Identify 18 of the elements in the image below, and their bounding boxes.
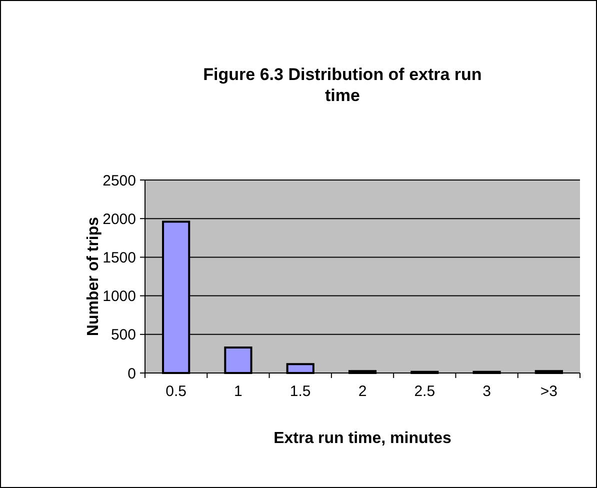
x-axis-title: Extra run time, minutes bbox=[274, 430, 452, 447]
x-tick-label: 1 bbox=[234, 383, 242, 400]
chart-title: Figure 6.3 Distribution of extra run time bbox=[203, 65, 482, 105]
y-tick-label: 0 bbox=[128, 365, 136, 382]
y-tick-label: 1000 bbox=[102, 288, 136, 306]
x-tick-label: 0.5 bbox=[166, 383, 186, 400]
bar bbox=[286, 363, 314, 374]
y-tick-label: 2000 bbox=[102, 210, 136, 228]
y-tick-label: 500 bbox=[110, 326, 136, 344]
y-axis-title: Number of trips bbox=[85, 216, 102, 336]
x-tick-label: 1.5 bbox=[290, 383, 311, 400]
y-tick-label: 1500 bbox=[102, 249, 136, 266]
bar bbox=[224, 346, 252, 374]
x-tick-label: 2.5 bbox=[414, 383, 436, 400]
x-tick-label: 2 bbox=[358, 383, 367, 400]
y-tick-label: 2500 bbox=[102, 172, 136, 190]
x-tick-label: 3 bbox=[482, 383, 491, 400]
x-tick-label: >3 bbox=[540, 383, 558, 400]
